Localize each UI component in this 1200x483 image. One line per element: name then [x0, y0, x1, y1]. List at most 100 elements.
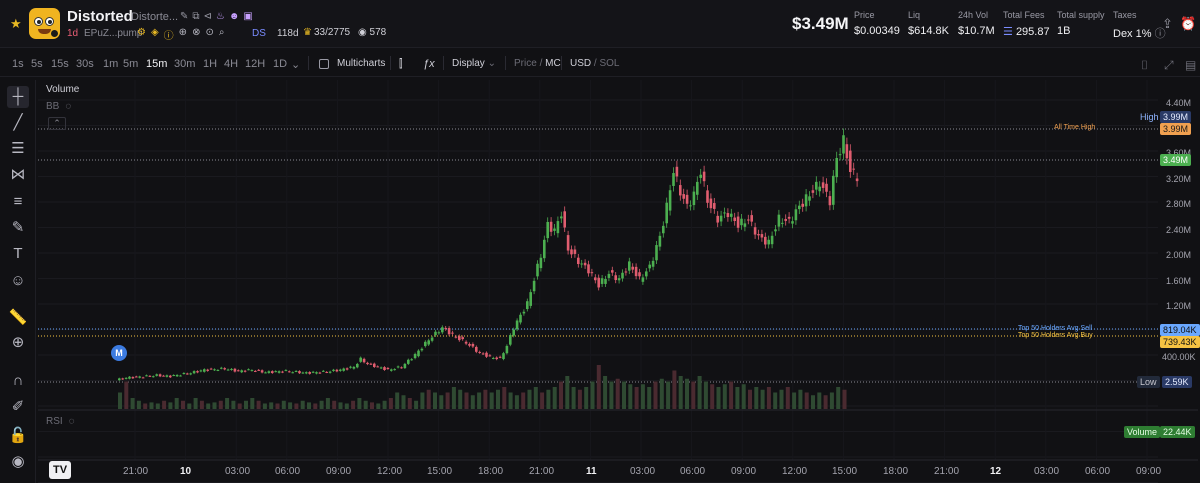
candle-body	[600, 278, 604, 284]
timeframe-4h[interactable]: 4H	[224, 58, 239, 70]
token-logo	[29, 8, 60, 39]
indicators-icon[interactable]: ƒx	[423, 58, 435, 70]
lock-drawing-tool-icon[interactable]: ✐	[11, 398, 25, 415]
volume-bar	[363, 400, 368, 409]
eye-icon: ◉	[358, 27, 367, 38]
candle-body	[658, 235, 662, 247]
price-mc-toggle[interactable]: Price / MC	[514, 58, 561, 69]
price-chart[interactable]	[38, 80, 1198, 483]
search-icon[interactable]: ⌕	[218, 27, 225, 38]
stat-fees-label: Total Fees	[1003, 10, 1045, 20]
candle-body	[230, 368, 233, 370]
volume-bar	[445, 392, 450, 409]
lock-icon[interactable]: 🔓	[8, 427, 28, 444]
price-chart-svg[interactable]	[38, 80, 1198, 483]
timeframe-1s[interactable]: 1s	[12, 58, 24, 70]
twitter-icon[interactable]: ⊗	[192, 27, 201, 38]
share-link-icon[interactable]: ⇪	[1162, 16, 1173, 31]
candle-body	[811, 190, 815, 193]
volume-bar	[420, 392, 425, 409]
fullscreen-icon[interactable]: ⤢	[1164, 58, 1174, 72]
visibility-tool-icon[interactable]: ◉	[11, 453, 25, 470]
candle-body	[237, 370, 240, 372]
trendline-tool-icon[interactable]: ╱	[13, 114, 23, 131]
layout-icon[interactable]: ▤	[1185, 58, 1197, 72]
timeframe-5m[interactable]: 5m	[123, 58, 139, 70]
globe-icon[interactable]: ⊕	[178, 27, 188, 38]
timeframe-5s[interactable]: 5s	[31, 58, 43, 70]
candle-body	[617, 278, 621, 281]
flame-icon[interactable]: ♨	[215, 11, 225, 22]
bot-icon[interactable]: ⚙	[137, 27, 146, 38]
hidden-eye-icon[interactable]: ◌	[65, 101, 72, 112]
multicharts-checkbox[interactable]	[319, 59, 329, 69]
candle-body	[604, 278, 607, 284]
edit-icon[interactable]: ✎	[180, 11, 189, 22]
candle-body	[352, 366, 356, 369]
share-icon[interactable]: ⊲	[203, 11, 212, 22]
fib-tool-icon[interactable]: ≡	[13, 193, 23, 210]
alarm-icon[interactable]: ⏰	[1180, 16, 1197, 31]
screenshot-icon[interactable]: ⌷	[1141, 58, 1149, 72]
low-value-tag: 2.59K	[1162, 376, 1192, 388]
timeframe-1h[interactable]: 1H	[203, 58, 218, 70]
timeframe-12h[interactable]: 12H	[245, 58, 266, 70]
shield-icon[interactable]: ◈	[150, 27, 159, 38]
candle-body	[566, 235, 570, 251]
candle-type-icon[interactable]: ⫿	[399, 58, 403, 70]
candle-body	[325, 371, 328, 373]
display-dropdown[interactable]: Display ⌄	[452, 58, 496, 69]
users-icon[interactable]: ☻	[228, 11, 240, 22]
candle-body	[349, 366, 352, 368]
help-icon[interactable]: ⓘ	[1154, 28, 1166, 40]
text-tool-icon[interactable]: T	[13, 245, 23, 262]
candle-body	[182, 372, 186, 374]
bb-indicator-row: BB ◌	[46, 101, 71, 112]
timeframe-30m[interactable]: 30m	[174, 58, 196, 70]
timeframe-1d[interactable]: 1D	[273, 58, 288, 70]
candle-body	[124, 377, 128, 379]
ruler-tool-icon[interactable]: 📏	[8, 309, 28, 326]
volume-bar	[615, 378, 620, 409]
copy-icon[interactable]: ⧉	[192, 11, 200, 22]
candle-body	[675, 166, 679, 177]
emoji-tool-icon[interactable]: ☺	[10, 272, 26, 289]
volume-bar	[836, 387, 841, 409]
crosshair-tool-icon[interactable]: ┼	[7, 86, 29, 108]
favorite-star-icon[interactable]: ★	[10, 16, 22, 31]
brush-tool-icon[interactable]: ✎	[11, 219, 25, 236]
candle-body	[437, 332, 441, 334]
dex-screener-badge[interactable]: DS	[252, 28, 266, 39]
telegram-icon[interactable]: ⊙	[205, 27, 214, 38]
stat-price: Price $0.00349	[854, 10, 900, 37]
horizontal-lines-tool-icon[interactable]: ☰	[11, 140, 25, 157]
volume-bar	[735, 387, 740, 409]
candle-body	[587, 264, 590, 274]
y-axis-label: 400.00K	[1162, 352, 1196, 362]
token-address[interactable]: EPuZ...pump	[84, 28, 143, 39]
candle-body	[764, 236, 767, 245]
timeframe-30s[interactable]: 30s	[76, 58, 94, 70]
volume-bar	[464, 392, 469, 409]
hidden-eye-icon[interactable]: ◌	[68, 416, 75, 427]
volume-bar	[477, 392, 482, 409]
link-icon[interactable]: ▣	[243, 11, 253, 22]
timeframe-15s[interactable]: 15s	[51, 58, 69, 70]
currency-toggle[interactable]: USD / SOL	[570, 58, 619, 69]
candle-body	[832, 175, 835, 205]
candle-body	[798, 205, 801, 210]
candle-body	[342, 368, 345, 371]
candle-body	[359, 357, 362, 362]
pattern-tool-icon[interactable]: ⋈	[10, 166, 26, 183]
magnet-tool-icon[interactable]: ∩	[12, 372, 24, 389]
candle-body	[692, 191, 696, 206]
timeframe-1m[interactable]: 1m	[103, 58, 119, 70]
warning-icon[interactable]: ⓘ	[163, 31, 174, 42]
zoom-tool-icon[interactable]: ⊕	[11, 334, 25, 351]
candle-body	[682, 194, 685, 199]
timeframe-dropdown-icon[interactable]: ⌄	[291, 59, 301, 71]
migration-marker[interactable]: M	[111, 345, 127, 361]
collapse-indicators-button[interactable]: ⌃	[48, 117, 66, 130]
timeframe-15m[interactable]: 15m	[146, 58, 168, 70]
volume-bar	[577, 389, 582, 409]
